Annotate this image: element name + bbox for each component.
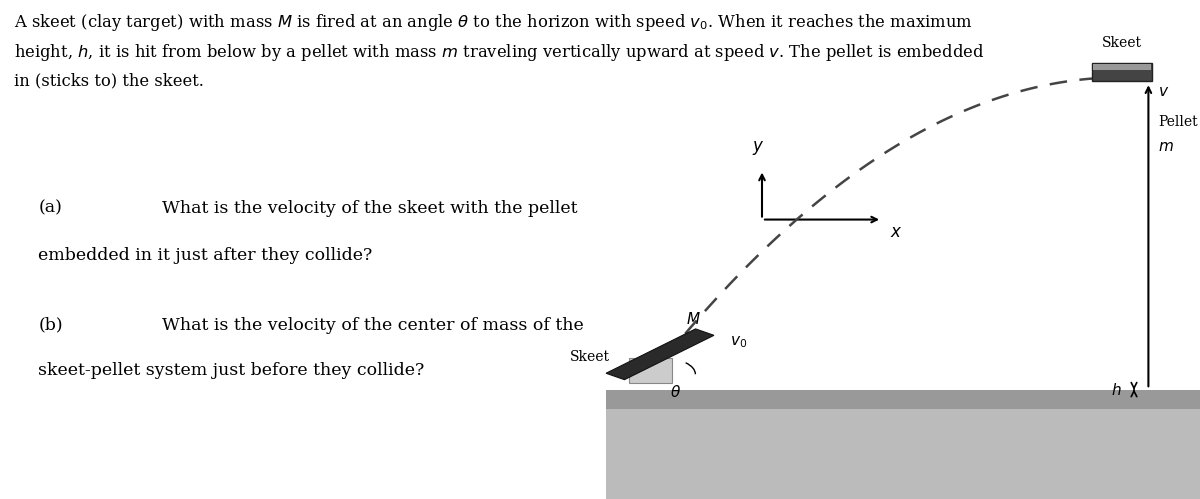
- Bar: [606, 390, 1200, 409]
- Text: A skeet (clay target) with mass $M$ is fired at an angle $\theta$ to the horizon: A skeet (clay target) with mass $M$ is f…: [14, 12, 973, 33]
- Text: $v_0$: $v_0$: [730, 334, 746, 350]
- Text: height, $h$, it is hit from below by a pellet with mass $m$ traveling vertically: height, $h$, it is hit from below by a p…: [14, 42, 985, 63]
- Text: in (sticks to) the skeet.: in (sticks to) the skeet.: [14, 72, 204, 89]
- Bar: [606, 392, 1200, 499]
- Text: $y$: $y$: [752, 139, 764, 157]
- Text: Skeet: Skeet: [1102, 36, 1142, 50]
- Text: $\theta$: $\theta$: [670, 384, 680, 400]
- Polygon shape: [606, 329, 714, 380]
- Text: skeet-pellet system just before they collide?: skeet-pellet system just before they col…: [38, 362, 425, 379]
- Polygon shape: [1092, 63, 1152, 81]
- Text: embedded in it just after they collide?: embedded in it just after they collide?: [38, 247, 373, 264]
- Text: What is the velocity of the center of mass of the: What is the velocity of the center of ma…: [162, 317, 583, 334]
- Text: $x$: $x$: [890, 224, 902, 241]
- Text: Pellet: Pellet: [1158, 115, 1198, 129]
- Text: (a): (a): [38, 200, 62, 217]
- Text: $m$: $m$: [1158, 140, 1174, 154]
- Text: $v$: $v$: [1158, 85, 1169, 99]
- Text: Skeet: Skeet: [570, 350, 610, 364]
- Text: $h$: $h$: [1111, 382, 1122, 399]
- Polygon shape: [629, 358, 672, 383]
- Polygon shape: [1093, 64, 1151, 70]
- Text: (b): (b): [38, 317, 64, 334]
- Text: $M$: $M$: [686, 311, 701, 327]
- Text: What is the velocity of the skeet with the pellet: What is the velocity of the skeet with t…: [162, 200, 577, 217]
